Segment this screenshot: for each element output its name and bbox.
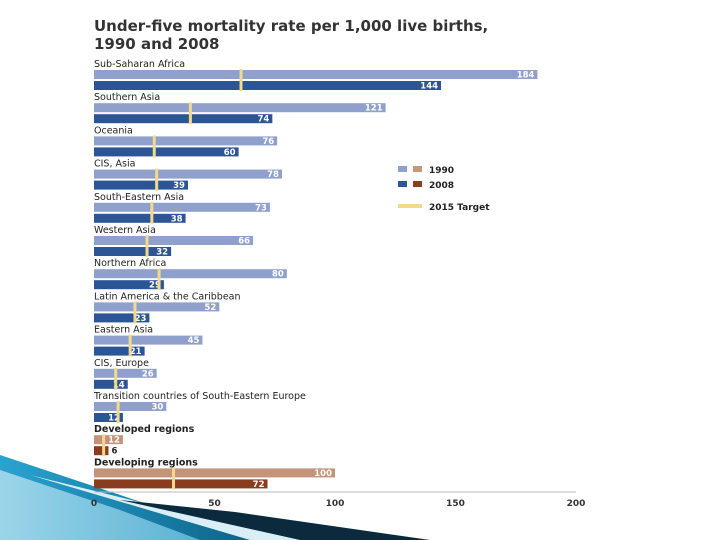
target-marker	[145, 235, 149, 257]
bar-2008	[94, 280, 164, 290]
legend-label-1990: 1990	[429, 166, 454, 176]
legend-label-2008: 2008	[429, 181, 454, 191]
target-marker	[172, 467, 176, 490]
value-label-1990: 45	[188, 336, 200, 346]
bar-2008	[94, 180, 188, 190]
legend-swatch-2008-aggregate	[413, 181, 422, 187]
bar-2008	[94, 147, 239, 157]
value-label-2008: 38	[171, 214, 183, 224]
target-marker	[128, 334, 132, 357]
bar-2008	[94, 213, 186, 223]
bar-2008	[94, 479, 268, 489]
bar-2008	[94, 81, 442, 90]
bar-2008	[94, 313, 150, 323]
bar-1990	[94, 202, 270, 212]
legend-swatch-1990-aggregate	[413, 166, 422, 172]
bar-2008	[94, 379, 128, 389]
legend-label-target: 2015 Target	[429, 203, 490, 213]
target-marker	[157, 268, 161, 291]
value-label-1990: 26	[142, 369, 154, 379]
bar-1990	[94, 435, 123, 445]
value-label-1990: 100	[314, 469, 332, 479]
bar-2008	[94, 114, 273, 124]
target-marker	[150, 201, 154, 224]
target-marker	[116, 401, 120, 423]
chart-title-line-2: 1990 and 2008	[94, 35, 219, 53]
value-label-1990: 80	[272, 270, 284, 280]
x-axis: 0 50 100 150 200	[91, 491, 586, 509]
value-label-1990: 12	[108, 436, 120, 446]
target-marker	[239, 69, 243, 91]
x-tick-label: 0	[91, 499, 97, 509]
legend-swatch-2008-region	[398, 181, 407, 187]
legend-swatch-target	[398, 204, 422, 208]
x-tick-label: 200	[567, 499, 586, 509]
value-label-1990: 76	[262, 137, 274, 147]
value-label-2008: 14	[113, 380, 125, 390]
bar-2008	[94, 247, 172, 256]
value-label-2008: 12	[108, 414, 120, 424]
region-label: Southern Asia	[94, 92, 160, 103]
bar-1990	[94, 103, 386, 113]
region-label: Northern Africa	[94, 258, 166, 269]
bar-2008	[94, 413, 123, 422]
region-label: Western Asia	[94, 225, 156, 236]
value-label-2008: 21	[130, 347, 142, 357]
target-marker	[133, 301, 137, 324]
region-label: Transition countries of South-Eastern Eu…	[93, 391, 306, 402]
value-label-1990: 52	[204, 303, 216, 313]
target-marker	[188, 102, 192, 125]
value-label-2008: 29	[149, 281, 161, 291]
bar-1990	[94, 468, 335, 478]
value-label-2008: 23	[135, 314, 147, 324]
bar-1990	[94, 236, 254, 245]
bar-2008	[94, 346, 145, 356]
bar-1990	[94, 136, 278, 146]
region-label: Developing regions	[94, 457, 198, 468]
value-label-2008: 39	[173, 181, 185, 191]
target-marker	[102, 434, 106, 457]
legend: 1990 2008 2015 Target	[398, 166, 490, 213]
target-marker	[152, 135, 156, 158]
value-label-1990: 78	[267, 170, 279, 180]
region-label: Latin America & the Caribbean	[94, 291, 241, 302]
decorative-swoosh	[0, 455, 430, 540]
x-tick-label: 100	[326, 499, 345, 509]
region-label: South-Eastern Asia	[94, 192, 184, 203]
value-label-1990: 66	[238, 237, 250, 247]
region-label: Developed regions	[94, 424, 195, 435]
bar-2008	[94, 446, 109, 456]
bar-1990	[94, 368, 157, 378]
value-label-2008: 6	[111, 447, 117, 457]
bar-1990	[94, 70, 538, 79]
bar-1990	[94, 169, 282, 179]
target-marker	[114, 367, 118, 390]
target-marker	[155, 168, 159, 191]
x-tick-label: 150	[446, 499, 465, 509]
value-label-1990: 184	[517, 71, 535, 81]
region-label: CIS, Europe	[94, 358, 149, 369]
region-label: CIS, Asia	[94, 159, 135, 170]
value-label-2008: 72	[253, 480, 265, 490]
value-label-2008: 74	[257, 115, 269, 125]
region-label: Eastern Asia	[94, 325, 153, 336]
bar-1990	[94, 269, 287, 279]
x-tick-label: 50	[208, 499, 221, 509]
legend-swatch-1990-region	[398, 166, 407, 172]
value-label-2008: 144	[420, 82, 438, 92]
bar-1990	[94, 402, 167, 411]
region-label: Sub-Saharan Africa	[94, 59, 185, 70]
value-label-1990: 121	[365, 104, 383, 114]
value-label-1990: 73	[255, 203, 267, 213]
value-label-1990: 30	[151, 403, 163, 413]
value-label-2008: 32	[156, 248, 168, 258]
bar-1990	[94, 302, 220, 312]
chart-title-line-1: Under-five mortality rate per 1,000 live…	[94, 17, 488, 35]
bar-1990	[94, 335, 203, 345]
region-label: Oceania	[94, 125, 133, 136]
value-label-2008: 60	[224, 148, 236, 158]
